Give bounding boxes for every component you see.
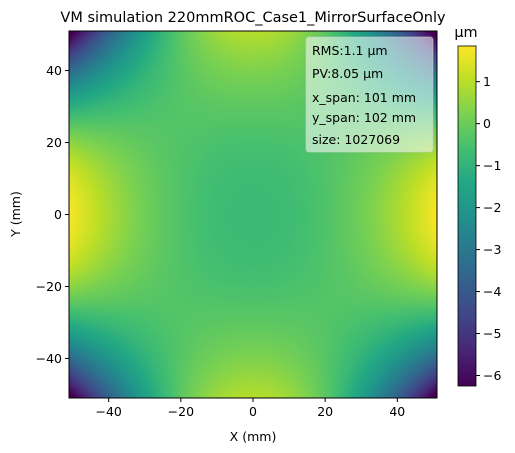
colorbar-tick-label: −4 xyxy=(483,284,501,299)
colorbar-ticks: 1 0 −1 −2 −3 −4 −5 −6 xyxy=(476,74,501,383)
x-axis-label: X (mm) xyxy=(230,429,277,444)
y-tick-label: 40 xyxy=(46,63,62,78)
stats-box-background xyxy=(305,36,434,153)
colorbar-tick-label: −5 xyxy=(483,326,501,341)
stats-rms: RMS:1.1 μm xyxy=(312,43,388,58)
y-tick-label: −40 xyxy=(36,351,62,366)
colorbar-tick-label: −6 xyxy=(483,368,501,383)
colorbar-tick-label: −1 xyxy=(483,158,501,173)
chart-title: VM simulation 220mmROC_Case1_MirrorSurfa… xyxy=(60,10,446,26)
colorbar: μm 1 0 −1 −2 −3 −4 −5 −6 xyxy=(454,25,501,387)
x-tick-label: 20 xyxy=(317,404,333,419)
y-axis-label: Y (mm) xyxy=(8,191,23,238)
colorbar-tick-label: −3 xyxy=(483,242,501,257)
x-tick-label: 40 xyxy=(389,404,405,419)
colorbar-tick-label: 0 xyxy=(483,116,491,131)
colorbar-tick-label: −2 xyxy=(483,200,501,215)
colorbar-label: μm xyxy=(454,25,477,41)
y-tick-label: −20 xyxy=(36,279,62,294)
stats-y-span: y_span: 102 mm xyxy=(312,110,416,125)
stats-x-span: x_span: 101 mm xyxy=(312,90,416,105)
stats-size: size: 1027069 xyxy=(312,132,400,147)
stats-box: RMS:1.1 μm PV:8.05 μm x_span: 101 mm y_s… xyxy=(305,36,434,153)
x-tick-label: −20 xyxy=(168,404,194,419)
y-tick-label: 0 xyxy=(54,207,62,222)
x-tick-label: 0 xyxy=(249,404,257,419)
colorbar-tick-label: 1 xyxy=(483,74,491,89)
stats-pv: PV:8.05 μm xyxy=(312,66,383,81)
x-axis: −40 −20 0 20 40 xyxy=(95,398,405,419)
y-axis: −40 −20 0 20 40 xyxy=(36,63,69,366)
x-tick-label: −40 xyxy=(95,404,121,419)
y-tick-label: 20 xyxy=(46,135,62,150)
colorbar-bar xyxy=(457,45,477,387)
